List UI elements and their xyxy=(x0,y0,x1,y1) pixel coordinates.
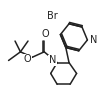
Text: O: O xyxy=(24,54,31,64)
Text: N: N xyxy=(90,35,97,45)
Text: N: N xyxy=(49,56,56,65)
Text: O: O xyxy=(41,29,49,39)
Text: Br: Br xyxy=(48,10,58,21)
